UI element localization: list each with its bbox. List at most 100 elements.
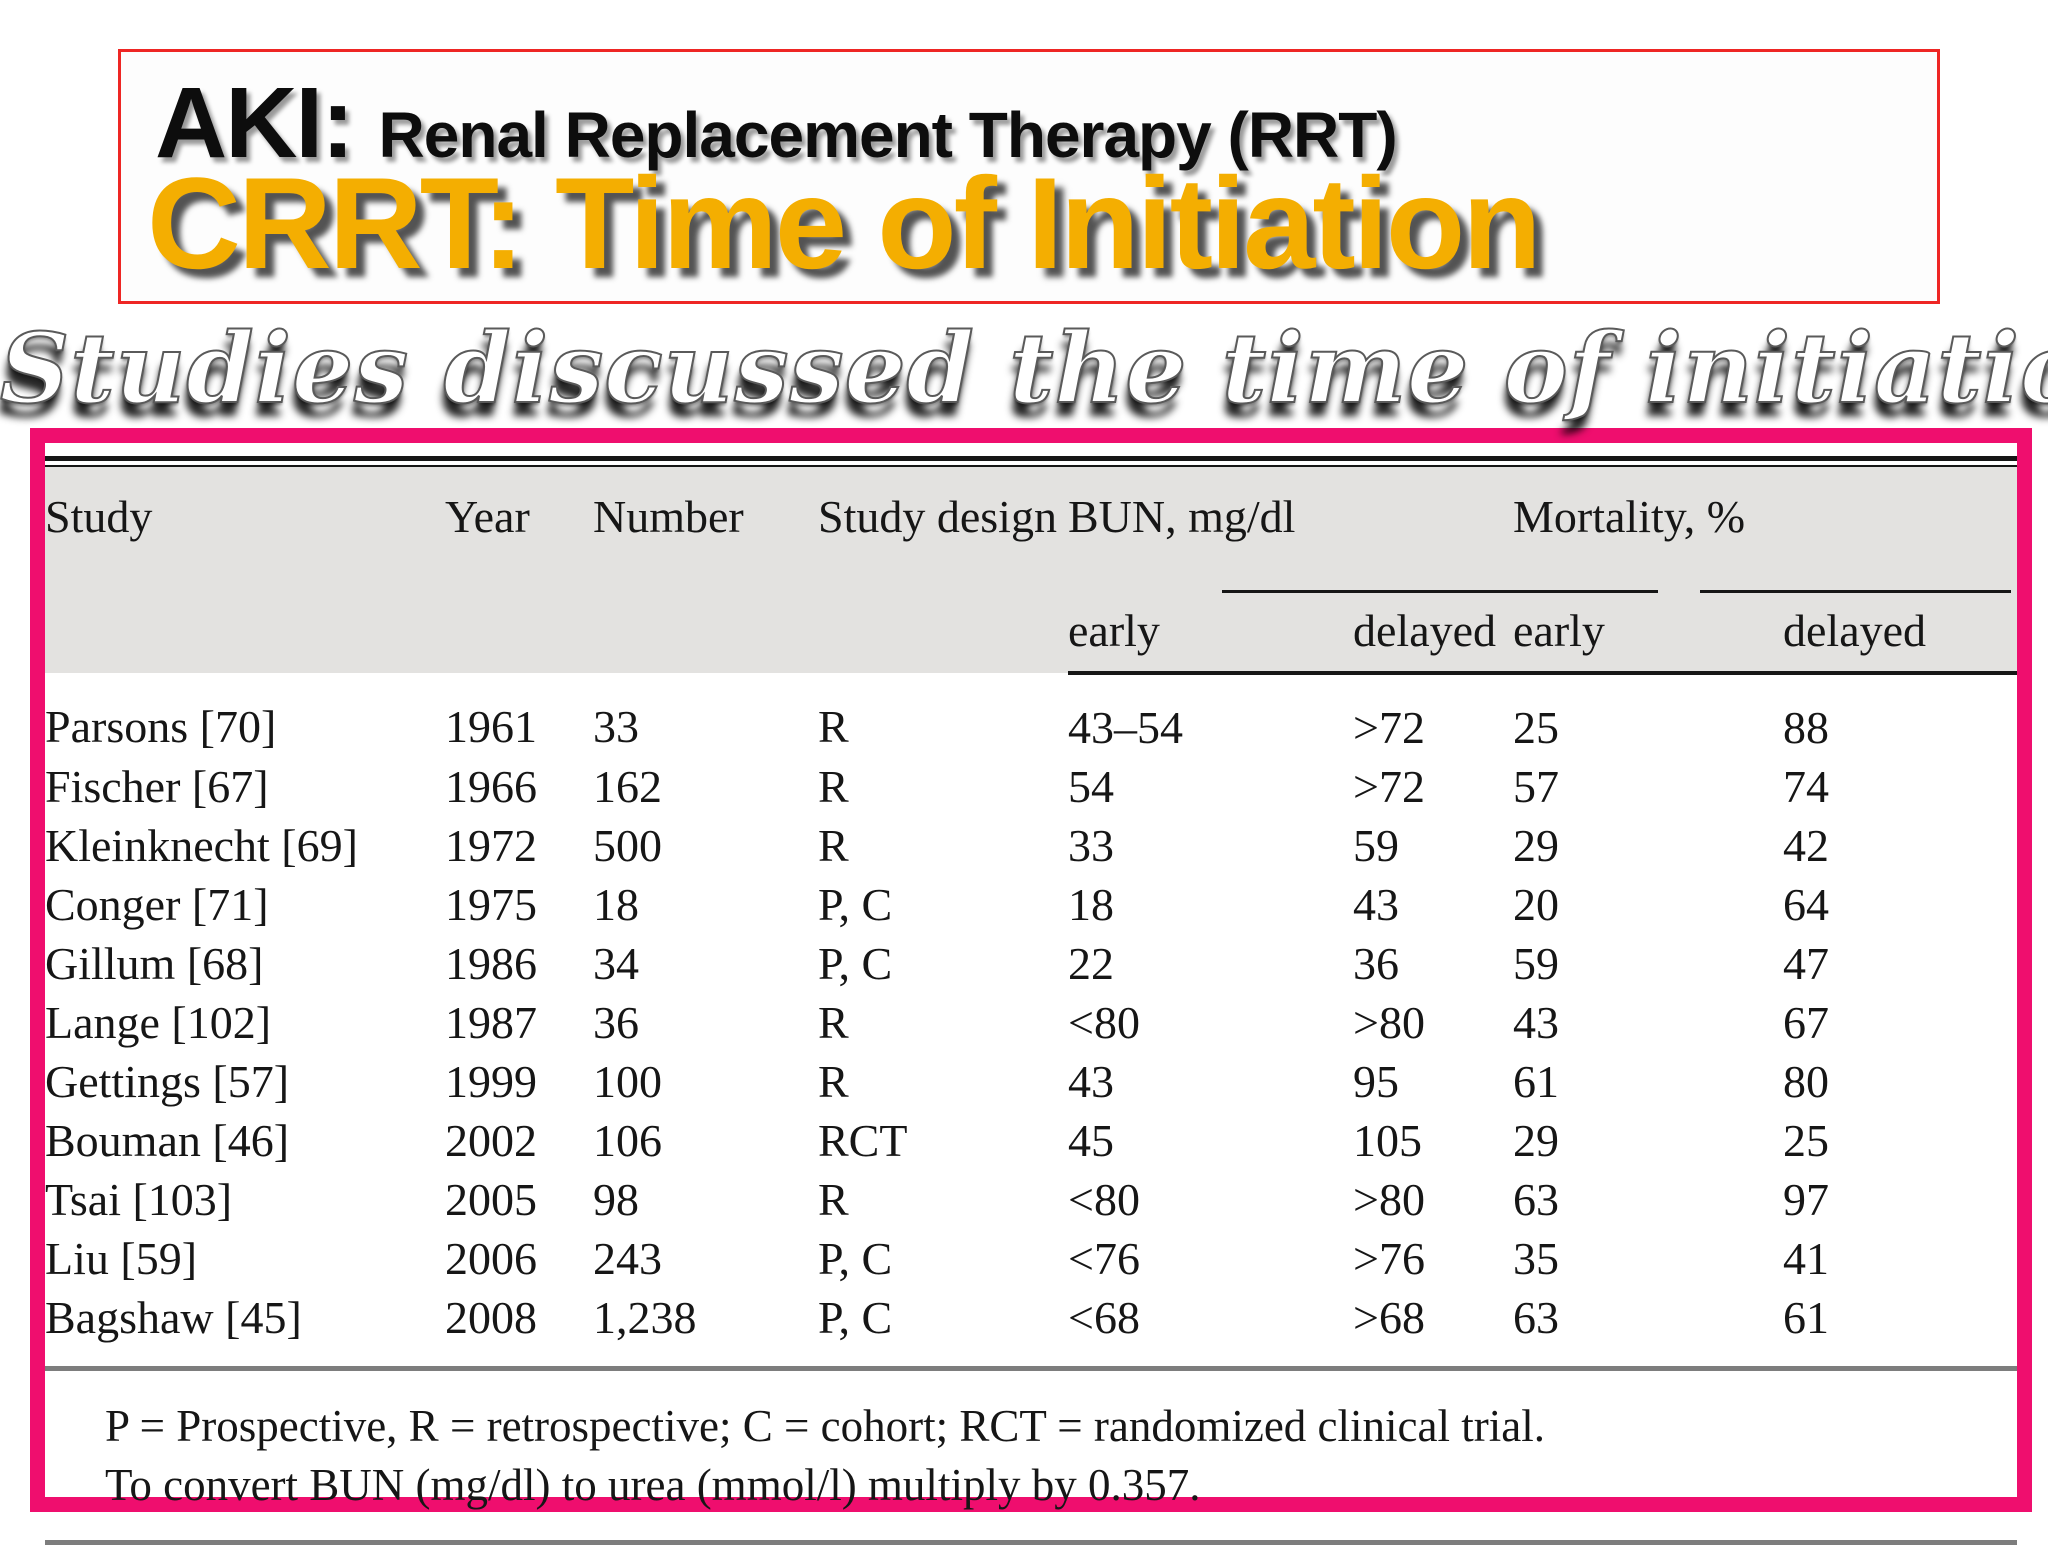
cell-mortality-delayed: 61 bbox=[1783, 1292, 1829, 1344]
cell-bun-delayed: >80 bbox=[1353, 997, 1425, 1049]
table-row: Parsons [70] 1961 33 R 43–54 >72 25 88 bbox=[45, 673, 2017, 758]
cell-year: 2002 bbox=[445, 1115, 537, 1167]
cell-year: 1999 bbox=[445, 1056, 537, 1108]
cell-number: 162 bbox=[593, 761, 662, 813]
header-number: Number bbox=[593, 491, 744, 542]
cell-mortality-early: 20 bbox=[1513, 879, 1559, 931]
cell-year: 1972 bbox=[445, 820, 537, 872]
mortality-group-underline bbox=[1700, 590, 2011, 593]
cell-bun-delayed: >80 bbox=[1353, 1174, 1425, 1226]
cell-study: Lange [102] bbox=[45, 997, 272, 1049]
cell-bun-early: 54 bbox=[1068, 761, 1114, 813]
cell-study: Gettings [57] bbox=[45, 1056, 290, 1108]
cell-number: 1,238 bbox=[593, 1292, 697, 1344]
table-row: Tsai [103] 2005 98 R <80 >80 63 97 bbox=[45, 1171, 2017, 1230]
cell-mortality-delayed: 88 bbox=[1783, 702, 1829, 754]
cell-year: 1975 bbox=[445, 879, 537, 931]
table-row: Bouman [46] 2002 106 RCT 45 105 29 25 bbox=[45, 1112, 2017, 1171]
cell-study: Bagshaw [45] bbox=[45, 1292, 302, 1344]
cell-bun-early: 33 bbox=[1068, 820, 1114, 872]
cell-bun-delayed: 43 bbox=[1353, 879, 1399, 931]
table-row: Bagshaw [45] 2008 1,238 P, C <68 >68 63 … bbox=[45, 1289, 2017, 1358]
header-group-mortality: Mortality, % bbox=[1513, 467, 2017, 595]
header-bun-early: early bbox=[1068, 595, 1353, 675]
table-row: Conger [71] 1975 18 P, C 18 43 20 64 bbox=[45, 876, 2017, 935]
cell-study-design: R bbox=[818, 997, 849, 1049]
cell-mortality-early: 63 bbox=[1513, 1292, 1559, 1344]
cell-mortality-delayed: 97 bbox=[1783, 1174, 1829, 1226]
cell-bun-delayed: 59 bbox=[1353, 820, 1399, 872]
cell-study-design: P, C bbox=[818, 1292, 893, 1344]
cell-bun-early: 18 bbox=[1068, 879, 1114, 931]
cell-bun-delayed: >76 bbox=[1353, 1233, 1425, 1285]
header-group-bun-label: BUN, mg/dl bbox=[1068, 491, 1296, 542]
script-caption: Studies discussed the time of initiation bbox=[0, 311, 2048, 426]
cell-study-design: P, C bbox=[818, 1233, 893, 1285]
cell-study-design: R bbox=[818, 820, 849, 872]
cell-mortality-early: 29 bbox=[1513, 1115, 1559, 1167]
cell-bun-delayed: 95 bbox=[1353, 1056, 1399, 1108]
cell-study-design: R bbox=[818, 701, 849, 753]
cell-year: 2008 bbox=[445, 1292, 537, 1344]
cell-study-design: R bbox=[818, 1056, 849, 1108]
footnote-conversion: To convert BUN (mg/dl) to urea (mmol/l) … bbox=[105, 1459, 1201, 1510]
slide-title: AKI: Renal Replacement Therapy (RRT) bbox=[155, 66, 1398, 181]
cell-number: 33 bbox=[593, 701, 639, 753]
cell-bun-delayed: 36 bbox=[1353, 938, 1399, 990]
cell-study: Fischer [67] bbox=[45, 761, 269, 813]
header-study: Study bbox=[45, 491, 153, 542]
cell-bun-early: <80 bbox=[1068, 997, 1140, 1049]
table-row: Liu [59] 2006 243 P, C <76 >76 35 41 bbox=[45, 1230, 2017, 1289]
table-footer-rule bbox=[45, 1366, 2017, 1371]
cell-bun-early: <76 bbox=[1068, 1233, 1140, 1285]
cell-bun-delayed: 105 bbox=[1353, 1115, 1422, 1167]
cell-year: 1986 bbox=[445, 938, 537, 990]
header-group-bun: BUN, mg/dl bbox=[1068, 467, 1658, 595]
cell-mortality-early: 35 bbox=[1513, 1233, 1559, 1285]
cell-year: 2005 bbox=[445, 1174, 537, 1226]
cell-number: 500 bbox=[593, 820, 662, 872]
cell-mortality-early: 43 bbox=[1513, 997, 1559, 1049]
footnote-abbreviations: P = Prospective, R = retrospective; C = … bbox=[105, 1401, 1545, 1451]
cell-study: Liu [59] bbox=[45, 1233, 198, 1285]
header-mortality-early: early bbox=[1513, 595, 1783, 675]
cell-study-design: P, C bbox=[818, 938, 893, 990]
table-header: Study Year Number Study design BUN, mg/d… bbox=[45, 467, 2017, 675]
cell-mortality-early: 59 bbox=[1513, 938, 1559, 990]
title-prefix: AKI: bbox=[155, 67, 355, 179]
table-row: Fischer [67] 1966 162 R 54 >72 57 74 bbox=[45, 758, 2017, 817]
cell-number: 106 bbox=[593, 1115, 662, 1167]
cell-study: Tsai [103] bbox=[45, 1174, 233, 1226]
bun-group-underline bbox=[1222, 590, 1658, 593]
cell-mortality-delayed: 74 bbox=[1783, 761, 1829, 813]
cell-mortality-delayed: 25 bbox=[1783, 1115, 1829, 1167]
table-row: Gillum [68] 1986 34 P, C 22 36 59 47 bbox=[45, 935, 2017, 994]
frame-top-gap bbox=[45, 443, 2017, 456]
cell-bun-early: <68 bbox=[1068, 1292, 1140, 1344]
slide-subtitle: CRRT: Time of Initiation bbox=[147, 150, 1542, 296]
cell-year: 2006 bbox=[445, 1233, 537, 1285]
cell-study: Kleinknecht [69] bbox=[45, 820, 358, 872]
cell-study: Parsons [70] bbox=[45, 701, 277, 753]
cell-year: 1966 bbox=[445, 761, 537, 813]
header-study-design: Study design bbox=[818, 491, 1057, 542]
title-box: AKI: Renal Replacement Therapy (RRT) CRR… bbox=[118, 49, 1940, 304]
table-row: Lange [102] 1987 36 R <80 >80 43 67 bbox=[45, 994, 2017, 1053]
cell-number: 36 bbox=[593, 997, 639, 1049]
cell-number: 100 bbox=[593, 1056, 662, 1108]
table-row: Kleinknecht [69] 1972 500 R 33 59 29 42 bbox=[45, 817, 2017, 876]
cell-bun-delayed: >72 bbox=[1353, 702, 1425, 754]
cell-year: 1987 bbox=[445, 997, 537, 1049]
header-mortality-delayed: delayed bbox=[1783, 595, 2017, 675]
cell-study: Conger [71] bbox=[45, 879, 269, 931]
cell-study-design: R bbox=[818, 1174, 849, 1226]
cell-number: 243 bbox=[593, 1233, 662, 1285]
cell-bun-delayed: >68 bbox=[1353, 1292, 1425, 1344]
cell-mortality-delayed: 67 bbox=[1783, 997, 1829, 1049]
table-row: Gettings [57] 1999 100 R 43 95 61 80 bbox=[45, 1053, 2017, 1112]
cell-study-design: R bbox=[818, 761, 849, 813]
cell-mortality-early: 63 bbox=[1513, 1174, 1559, 1226]
cell-mortality-delayed: 64 bbox=[1783, 879, 1829, 931]
title-text: Renal Replacement Therapy (RRT) bbox=[378, 99, 1398, 171]
cell-study: Bouman [46] bbox=[45, 1115, 290, 1167]
